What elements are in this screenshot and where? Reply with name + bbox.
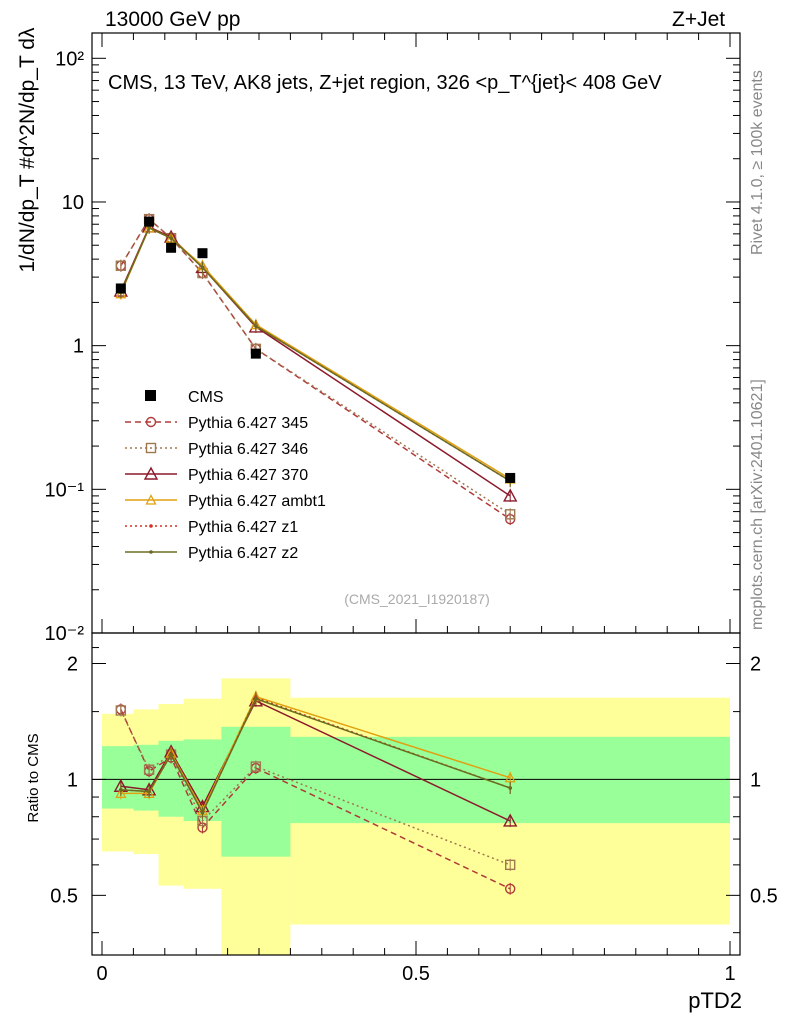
- legend-label: Pythia 6.427 z1: [188, 519, 298, 536]
- header-process-label: 13000 GeV pp: [105, 8, 241, 31]
- data-point: [169, 236, 173, 240]
- data-point: [505, 883, 516, 894]
- series-ratio-5: [119, 692, 512, 819]
- data-point: [503, 488, 518, 502]
- ratio-y-tick-label-right: 1: [750, 769, 761, 791]
- main-panel: [113, 213, 518, 526]
- data-point: [508, 786, 512, 790]
- series-line: [120, 699, 511, 822]
- data-point: [200, 810, 205, 815]
- data-point: [147, 226, 151, 230]
- ratio-panel: [92, 678, 740, 955]
- y-tick-label: 10²: [55, 48, 84, 70]
- x-axis-label: pTD2: [688, 988, 742, 1013]
- series-line: [120, 226, 511, 482]
- cms-data-point: [505, 472, 516, 483]
- data-point: [254, 696, 258, 701]
- series-line: [120, 695, 511, 813]
- data-point: [115, 260, 127, 271]
- watermark-label: (CMS_2021_I1920187): [344, 591, 490, 607]
- axes-frames: [91, 32, 741, 956]
- data-point: [119, 787, 123, 792]
- legend-marker: [145, 390, 156, 401]
- data-point: [115, 705, 127, 716]
- data-point: [504, 771, 516, 783]
- series-line: [120, 226, 511, 480]
- x-tick-label: 0: [96, 963, 107, 985]
- legend-item: Pythia 6.427 z2: [125, 545, 298, 562]
- chart-text: 10⁻² 10⁻¹ 1 10 10² 0 0.5 1 0.5 0.5 1 1 2 2 CMS, 13 TeV…: [16, 27, 778, 1013]
- data-point: [147, 789, 151, 794]
- series-line: [120, 217, 511, 520]
- ratio-y-tick-label: 0.5: [50, 885, 78, 907]
- series-line: [120, 709, 511, 890]
- ratio-y-tick-label: 2: [67, 653, 78, 675]
- legend-label: CMS: [188, 389, 224, 406]
- x-tick-label: 0.5: [402, 963, 430, 985]
- data-point: [254, 324, 258, 328]
- y-tick-label: 10⁻¹: [45, 479, 85, 501]
- legend-marker: [145, 442, 157, 454]
- legend-marker: [145, 416, 157, 428]
- legend-item: Pythia 6.427 370: [125, 466, 308, 484]
- y-tick-label: 10: [62, 192, 84, 214]
- x-tick-label: 1: [724, 963, 735, 985]
- series-main-4: [119, 220, 512, 488]
- cms-data-point: [115, 283, 126, 294]
- legend-label: Pythia 6.427 346: [188, 441, 308, 458]
- data-point: [503, 813, 518, 827]
- legend: CMS Pythia 6.427 345 Pythia 6.427 346 Pythi…: [125, 389, 326, 562]
- main-frame: [91, 32, 741, 634]
- legend-label: Pythia 6.427 345: [188, 415, 308, 432]
- legend-item: Pythia 6.427 ambt1: [125, 493, 326, 510]
- ratio-y-tick-label: 1: [67, 769, 78, 791]
- legend-item: Pythia 6.427 346: [125, 441, 308, 458]
- data-point: [250, 761, 262, 772]
- legend-item: CMS: [145, 389, 224, 406]
- series-line: [120, 697, 511, 815]
- legend-marker: [143, 466, 159, 480]
- header-analysis-label: Z+Jet: [672, 8, 726, 31]
- y-tick-label: 10⁻²: [45, 623, 85, 645]
- cms-data-point: [166, 242, 177, 253]
- series-cms-data: [115, 216, 516, 483]
- stat-uncertainty-bin: [102, 746, 134, 809]
- cms-data-point: [144, 216, 155, 227]
- series-main-5: [119, 221, 512, 488]
- data-point: [505, 859, 516, 871]
- data-point: [169, 752, 173, 757]
- legend-marker: [145, 494, 157, 505]
- ratio-y-tick-label-right: 0.5: [750, 885, 778, 907]
- data-point: [143, 764, 155, 775]
- stat-uncertainty-bin: [133, 744, 159, 811]
- ratio-y-tick-label-right: 2: [750, 653, 761, 675]
- legend-marker: [149, 524, 153, 528]
- data-point: [115, 787, 127, 799]
- legend-marker: [149, 550, 153, 554]
- series-main-3: [115, 221, 516, 485]
- series-line: [120, 217, 511, 515]
- y-axis-label: 1/dN/dp_T #d^2N/dp_T dλ: [16, 27, 39, 272]
- legend-label: Pythia 6.427 z2: [188, 545, 298, 562]
- y-tick-label: 1: [73, 336, 84, 358]
- ratio-axis-label: Ratio to CMS: [25, 733, 42, 822]
- data-point: [505, 509, 516, 520]
- chart-title: CMS, 13 TeV, AK8 jets, Z+jet region, 326…: [108, 72, 662, 94]
- data-point: [200, 265, 205, 270]
- legend-item: Pythia 6.427 345: [125, 415, 308, 432]
- legend-item: Pythia 6.427 z1: [125, 519, 298, 536]
- legend-label: Pythia 6.427 370: [188, 467, 308, 484]
- cms-data-point: [197, 248, 208, 259]
- cms-data-point: [250, 348, 261, 359]
- legend-label: Pythia 6.427 ambt1: [188, 493, 326, 510]
